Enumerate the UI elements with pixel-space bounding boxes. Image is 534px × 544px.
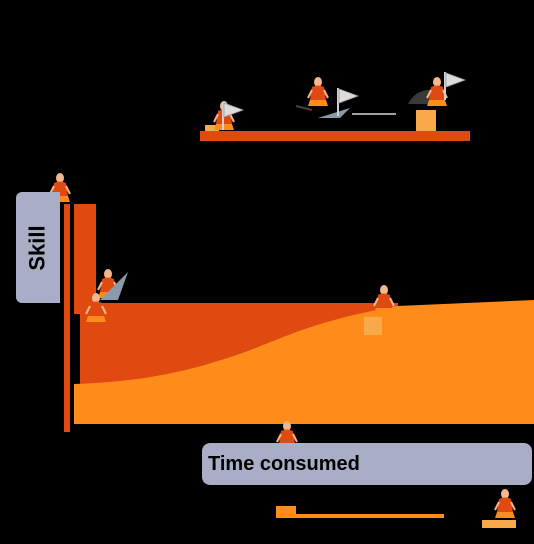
y-axis-label: Skill	[16, 192, 60, 303]
hiker-icon	[494, 488, 516, 519]
learning-curve	[49, 172, 534, 432]
dark-region	[80, 318, 398, 384]
bottom-line	[296, 514, 444, 518]
hiker-icon	[307, 76, 329, 107]
top-ledge-step	[205, 125, 219, 131]
plateau-band	[80, 303, 398, 318]
x-axis-label: Time consumed	[202, 443, 532, 485]
top-scene	[200, 71, 470, 141]
y-axis-label-text: Skill	[25, 224, 50, 271]
top-ledge	[200, 131, 470, 141]
light-region	[74, 300, 534, 424]
rope-icon	[100, 272, 128, 300]
x-axis-label-text: Time consumed	[208, 452, 360, 475]
rope-icon	[318, 108, 350, 118]
bottom-step	[482, 520, 516, 528]
hiker-icon	[373, 284, 395, 315]
y-axis-bar	[64, 204, 70, 432]
curve-marker	[364, 317, 382, 335]
bottom-block	[276, 506, 296, 518]
ice-axe-icon	[295, 105, 313, 111]
top-ledge-block	[416, 110, 436, 131]
flag-icon	[444, 71, 466, 101]
bottom-scene	[276, 420, 516, 528]
skill-column	[74, 204, 96, 314]
